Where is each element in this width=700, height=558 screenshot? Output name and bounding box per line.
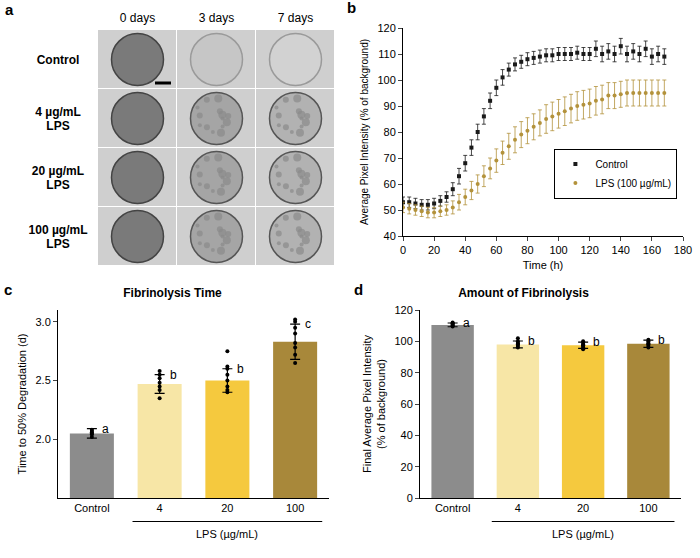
svg-text:3.0: 3.0 [36,316,51,328]
svg-text:Time to 50% Degradation (d): Time to 50% Degradation (d) [16,334,28,475]
svg-text:80: 80 [401,367,413,379]
svg-text:160: 160 [643,244,661,256]
svg-text:Control: Control [595,159,627,170]
svg-text:4: 4 [157,502,163,514]
svg-text:LPS (100 µg/mL): LPS (100 µg/mL) [595,178,671,189]
svg-text:100: 100 [639,502,657,514]
svg-text:Average Pixel Intensity (% of: Average Pixel Intensity (% of background… [359,39,370,225]
svg-text:40: 40 [384,230,396,242]
svg-text:180: 180 [674,244,692,256]
svg-text:50: 50 [384,204,396,216]
svg-text:40: 40 [401,429,413,441]
svg-text:Final Average Pixel Intensity(: Final Average Pixel Intensity(% of backg… [361,335,387,473]
svg-text:70: 70 [384,152,396,164]
svg-text:b: b [237,362,244,376]
svg-text:0 days: 0 days [120,11,155,25]
svg-text:60: 60 [384,178,396,190]
svg-text:0: 0 [407,492,413,504]
svg-text:100: 100 [549,244,567,256]
svg-text:80: 80 [521,244,533,256]
html-text:a: a [5,1,14,18]
svg-text:3 days: 3 days [199,11,234,25]
html-text:b: b [347,0,357,16]
svg-text:20: 20 [577,502,589,514]
svg-text:2.5: 2.5 [36,374,51,386]
svg-text:20: 20 [221,502,233,514]
html-text:c: c [4,281,13,298]
svg-text:120: 120 [377,22,395,34]
svg-text:b: b [593,335,600,349]
svg-text:Time (h): Time (h) [523,259,564,271]
svg-text:Amount of Fibrinolysis: Amount of Fibrinolysis [458,286,589,300]
svg-text:Fibrinolysis Time: Fibrinolysis Time [123,286,222,300]
svg-text:60: 60 [490,244,502,256]
svg-text:100: 100 [286,502,304,514]
svg-text:a: a [102,422,109,436]
svg-text:c: c [305,317,311,331]
svg-text:Control: Control [74,502,109,514]
svg-text:Control: Control [37,53,80,67]
svg-text:a: a [463,316,470,330]
svg-text:0: 0 [400,244,406,256]
html-text:d: d [354,281,364,298]
svg-text:60: 60 [401,398,413,410]
svg-text:b: b [170,368,177,382]
svg-text:100: 100 [394,335,412,347]
svg-text:7 days: 7 days [278,11,313,25]
svg-text:20: 20 [401,461,413,473]
svg-text:140: 140 [612,244,630,256]
svg-text:4: 4 [515,502,521,514]
svg-text:b: b [528,334,535,348]
svg-text:40: 40 [459,244,471,256]
svg-text:b: b [658,333,665,347]
svg-text:90: 90 [384,100,396,112]
svg-text:100 µg/mLLPS: 100 µg/mLLPS [29,223,88,251]
svg-text:20 µg/mLLPS: 20 µg/mLLPS [32,164,84,192]
svg-text:LPS (µg/mL): LPS (µg/mL) [552,528,614,540]
svg-text:LPS (µg/mL): LPS (µg/mL) [196,528,258,540]
svg-text:100: 100 [377,74,395,86]
svg-text:Control: Control [435,502,470,514]
svg-text:20: 20 [428,244,440,256]
svg-text:110: 110 [378,48,396,60]
svg-text:2.0: 2.0 [36,433,51,445]
svg-text:120: 120 [394,304,412,316]
svg-text:80: 80 [384,126,396,138]
svg-text:120: 120 [580,244,598,256]
svg-text:4 µg/mLLPS: 4 µg/mLLPS [35,105,81,133]
